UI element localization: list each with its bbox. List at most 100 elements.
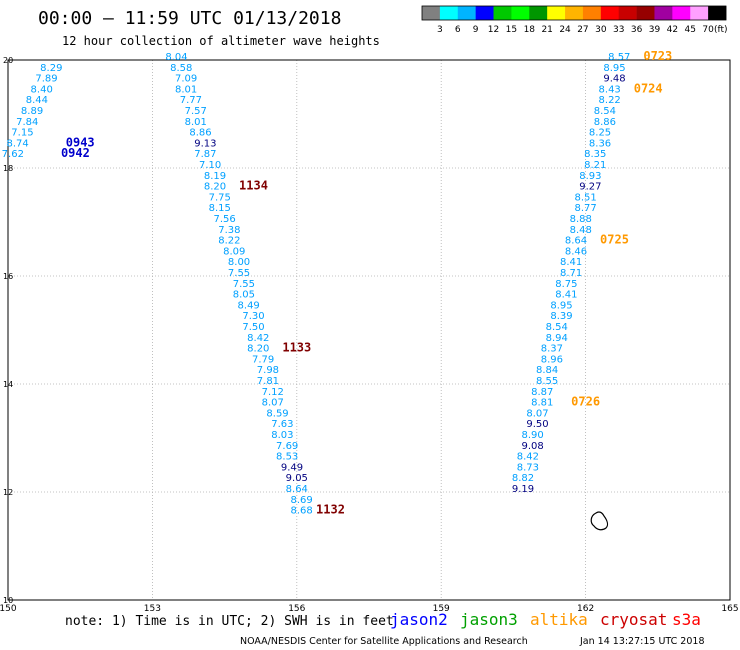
wave-height-label-cryosat: 7.75 (209, 192, 231, 203)
wave-height-label-altika: 8.36 (589, 138, 611, 149)
legend-note: note: 1) Time is in UTC; 2) SWH is in fe… (65, 614, 394, 629)
legend-item-jason2: jason2 (390, 610, 448, 629)
wave-height-label-altika: 8.71 (560, 268, 582, 279)
wave-height-label-altika: 8.25 (589, 128, 611, 139)
colorbar-swatch (493, 6, 512, 20)
satellite-legend: jason2 jason3 altika cryosat s3a (390, 610, 701, 629)
wave-height-label-altika: 8.95 (550, 300, 572, 311)
x-tick-label: 159 (433, 604, 450, 614)
wave-height-label-jason2: 8.40 (31, 84, 53, 95)
wave-height-label-cryosat: 8.86 (189, 128, 211, 139)
wave-height-label-cryosat: 7.38 (218, 225, 240, 236)
wave-height-label-altika: 8.96 (541, 354, 563, 365)
wave-height-label-cryosat: 8.42 (247, 333, 269, 344)
wave-height-label-jason2: 7.62 (2, 149, 24, 160)
wave-height-label-altika: 8.35 (584, 149, 606, 160)
wave-height-label-altika: 8.41 (555, 290, 577, 301)
legend-item-altika: altika (530, 610, 588, 629)
wave-height-label-cryosat: 8.15 (209, 203, 231, 214)
wave-height-label-cryosat: 7.55 (233, 279, 255, 290)
colorbar-tick-label: 12 (488, 25, 499, 35)
wave-height-label-altika: 8.64 (565, 236, 587, 247)
colorbar-tick-label: 33 (613, 25, 624, 35)
wave-height-label-altika: 8.46 (565, 246, 587, 257)
wave-height-label-jason2: 8.44 (26, 95, 48, 106)
wave-height-label-cryosat: 7.30 (242, 311, 264, 322)
chart-subtitle: 12 hour collection of altimeter wave hei… (62, 34, 380, 48)
wave-height-label-cryosat: 7.79 (252, 354, 274, 365)
colorbar-tick-label: 3 (437, 25, 443, 35)
colorbar-swatch (565, 6, 584, 20)
wave-height-label-cryosat: 7.09 (175, 74, 197, 85)
wave-height-label-cryosat: 8.68 (290, 506, 312, 517)
wave-height-label-altika: 8.51 (574, 192, 596, 203)
wave-height-label-altika: 8.95 (603, 63, 625, 74)
colorbar-swatch (439, 6, 459, 20)
wave-height-label-altika: 8.86 (594, 117, 616, 128)
wave-height-label-cryosat: 8.07 (262, 398, 284, 409)
colorbar-tick-label: 15 (506, 25, 517, 35)
colorbar-swatch (422, 6, 441, 20)
wave-height-label-altika: 8.55 (536, 376, 558, 387)
wave-height-label-altika: 8.88 (570, 214, 592, 225)
wave-height-label-altika: 9.48 (603, 74, 625, 85)
x-tick-label: 156 (288, 604, 305, 614)
legend-item-jason3: jason3 (460, 610, 518, 629)
colorbar-tick-label: 18 (524, 25, 536, 35)
time-label-altika: 0726 (571, 395, 600, 409)
colorbar-swatch (654, 6, 673, 20)
wave-height-label-cryosat: 7.50 (242, 322, 264, 333)
colorbar-tick-label: 39 (649, 25, 661, 35)
wave-height-label-altika: 8.48 (570, 225, 592, 236)
wave-height-label-cryosat: 7.56 (213, 214, 235, 225)
wave-height-label-altika: 8.37 (541, 344, 563, 355)
time-label-cryosat: 1133 (282, 341, 311, 355)
wave-height-label-jason2: 8.74 (6, 138, 28, 149)
colorbar-swatch (457, 6, 476, 20)
colorbar-swatch (582, 6, 602, 20)
wave-height-label-cryosat: 7.12 (262, 387, 284, 398)
wave-height-label-cryosat: 8.59 (266, 408, 288, 419)
wave-height-label-cryosat: 8.09 (223, 246, 245, 257)
colorbar-tick-label: 21 (541, 25, 552, 35)
wave-height-label-jason2: 7.15 (11, 128, 33, 139)
footer-right: Jan 14 13:27:15 UTC 2018 (579, 636, 705, 647)
colorbar-swatch (547, 6, 566, 20)
wave-height-label-cryosat: 8.04 (165, 52, 187, 63)
wave-height-label-altika: 9.08 (522, 441, 544, 452)
wave-height-label-altika: 8.77 (574, 203, 596, 214)
colorbar-swatch (672, 6, 691, 20)
colorbar-swatch (475, 6, 494, 20)
wave-height-label-altika: 8.75 (555, 279, 577, 290)
wave-height-label-cryosat: 8.01 (185, 117, 207, 128)
x-tick-label: 150 (0, 604, 17, 614)
wave-height-label-cryosat: 8.20 (247, 344, 269, 355)
wave-height-label-altika: 9.50 (526, 419, 548, 430)
wave-height-label-cryosat: 7.98 (257, 365, 279, 376)
wave-height-label-cryosat: 8.19 (204, 171, 226, 182)
wave-height-label-jason2: 8.29 (40, 63, 62, 74)
wave-height-label-cryosat: 9.49 (281, 462, 303, 473)
wave-height-label-altika: 8.43 (599, 84, 621, 95)
colorbar-unit: (ft) (714, 25, 728, 35)
wave-height-label-altika: 9.19 (512, 484, 534, 495)
time-label-cryosat: 1132 (316, 503, 345, 517)
colorbar-tick-label: 70 (702, 25, 714, 35)
wave-height-label-altika: 8.22 (599, 95, 621, 106)
colorbar-tick-label: 42 (667, 25, 678, 35)
legend-item-s3a: s3a (672, 610, 701, 629)
colorbar-tick-label: 36 (631, 25, 643, 35)
wave-height-label-altika: 8.90 (522, 430, 544, 441)
time-label-jason2: 0942 (61, 146, 90, 160)
time-label-cryosat: 1134 (239, 179, 268, 193)
time-label-altika: 0724 (634, 81, 663, 95)
wave-height-label-altika: 8.39 (550, 311, 572, 322)
wave-height-label-altika: 8.54 (594, 106, 616, 117)
wave-height-label-cryosat: 8.20 (204, 182, 226, 193)
wave-height-label-jason2: 7.84 (16, 117, 38, 128)
colorbar-swatch (708, 6, 727, 20)
wave-height-label-cryosat: 8.69 (290, 495, 312, 506)
wave-height-label-cryosat: 8.00 (228, 257, 250, 268)
